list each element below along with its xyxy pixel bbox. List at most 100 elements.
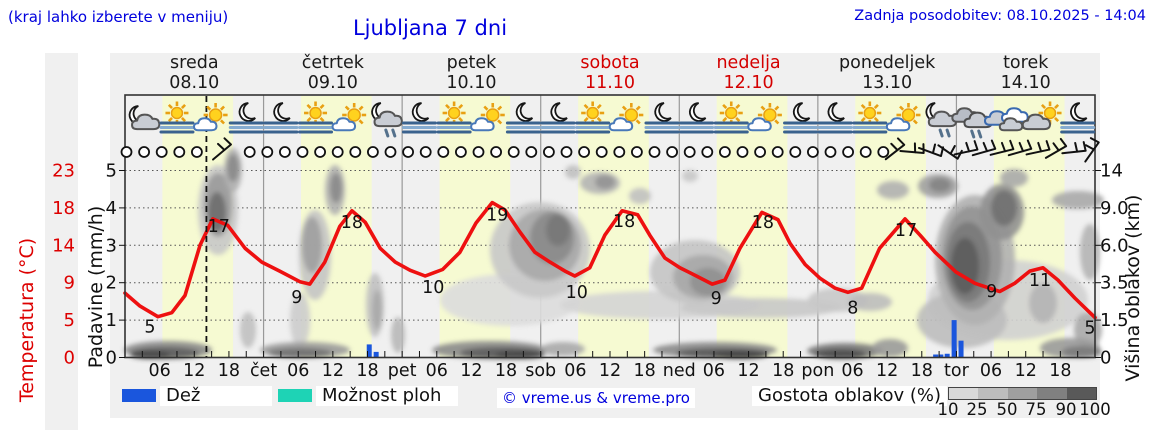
cloud-blob [372, 290, 382, 330]
sun-ray [319, 117, 325, 123]
sun-ray [306, 103, 312, 109]
temp-value-label: 10 [422, 278, 444, 298]
time-label: 06 [841, 361, 863, 381]
wind-calm-icon [278, 146, 291, 158]
rain-legend-swatch [122, 389, 156, 402]
weather-icon-sun-cloud [193, 103, 228, 132]
day-date: 08.10 [169, 73, 219, 93]
weather-icon-moon-cloud-rain [925, 102, 958, 138]
time-label: 18 [495, 361, 517, 381]
rain-bar [944, 353, 950, 358]
sun-ray [912, 105, 918, 111]
cloud-shape [193, 117, 218, 132]
sun-ray [445, 103, 451, 109]
weather-icon-moon-fog [1060, 102, 1096, 134]
time-label: 18 [1049, 361, 1071, 381]
density-segment-75 [1037, 388, 1067, 399]
day-name: ponedeljek [839, 53, 936, 73]
sun-ray [458, 117, 464, 123]
day-date: 10.10 [446, 73, 496, 93]
wind-calm-icon [683, 146, 696, 158]
temp-tick-label: 9 [64, 273, 75, 294]
time-label: 12 [460, 361, 482, 381]
wind-barb-icon [971, 139, 997, 157]
cloud-shape [1021, 113, 1052, 131]
sun-ray [722, 103, 728, 109]
sun-ray [735, 103, 741, 109]
time-label: 12 [876, 361, 898, 381]
wind-calm-icon [613, 146, 626, 158]
wind-calm-icon [472, 146, 485, 158]
precip-tick-label: 2 [106, 273, 117, 294]
wind-calm-icon [138, 146, 151, 158]
showers-legend-swatch [278, 389, 312, 402]
moon-icon [411, 102, 430, 122]
wind-calm-icon [331, 146, 344, 158]
time-label: 18 [634, 361, 656, 381]
sun-ray [873, 117, 879, 123]
sun-icon [858, 101, 882, 125]
cloud-blob [1000, 169, 1028, 187]
temp-tick-label: 14 [52, 235, 75, 256]
cloud-height-tick-label: 0 [1100, 348, 1111, 369]
moon-icon [515, 102, 534, 122]
temp-value-label: 5 [144, 318, 155, 338]
sun-ray [735, 117, 741, 123]
weather-icon-sun-cloud [331, 103, 367, 132]
sun-ray [774, 119, 780, 125]
rain-marks [970, 129, 983, 139]
density-tick-25: 25 [966, 400, 988, 419]
day-name: sreda [170, 53, 219, 73]
day-date: 12.10 [724, 73, 774, 93]
wind-calm-icon [454, 146, 467, 158]
daylight-bands [162, 96, 1065, 358]
sun-ray [860, 103, 866, 109]
sun-ray [206, 105, 212, 111]
sun-ray [167, 103, 173, 109]
time-label: 06 [149, 361, 171, 381]
weather-icon-moon-fog [817, 102, 853, 134]
wind-calm-icon [402, 146, 415, 158]
sun-ray [1040, 103, 1047, 109]
cloud-blob [541, 342, 585, 356]
precip-tick-label: 4 [106, 198, 117, 219]
weather-icon-sun-fog [159, 101, 195, 134]
showers-legend-label: Možnost ploh [316, 386, 458, 406]
temp-value-label: 17 [208, 217, 230, 237]
wind-calm-icon [648, 146, 661, 158]
sun-disc [447, 106, 461, 120]
wind-barb-icon [1044, 137, 1068, 159]
wind-calm-icon [190, 146, 203, 158]
cloud-shape [470, 117, 495, 132]
weather-icon-sun-fog [713, 101, 749, 134]
sun-disc [170, 106, 184, 120]
day-abbrev-label: pet [388, 361, 417, 381]
moon-icon [1070, 102, 1088, 122]
temp-value-label: 9 [291, 288, 302, 308]
time-label: 18 [218, 361, 240, 381]
day-name: petek [447, 53, 498, 73]
wind-barb-icon [1007, 139, 1033, 157]
temp-tick-label: 5 [64, 310, 75, 331]
day-name: nedelja [716, 53, 780, 73]
weather-icon-moon-fog [401, 102, 437, 134]
cloud-blob [929, 178, 951, 192]
rain-bar [938, 354, 944, 358]
density-segment-10 [949, 388, 979, 399]
rain-bar [958, 340, 964, 358]
density-segment-90 [1066, 388, 1097, 399]
weather-icon-moon-fog [540, 102, 576, 134]
weather-icon-moon-cloud [128, 105, 161, 131]
cloud-blob [872, 339, 908, 357]
moon-icon [550, 102, 568, 122]
cloud-height-tick-label: 14 [1100, 161, 1123, 182]
temp-value-label: 11 [1029, 271, 1051, 291]
weather-icon-moon-fog [783, 102, 819, 134]
cloud-blob [268, 348, 332, 358]
weather-icon-sun-cloud [747, 103, 782, 132]
weather-icon-moon-fog [228, 102, 264, 134]
wind-calm-icon [824, 146, 837, 158]
cloud-blob [227, 154, 239, 182]
wind-calm-icon [754, 146, 766, 158]
